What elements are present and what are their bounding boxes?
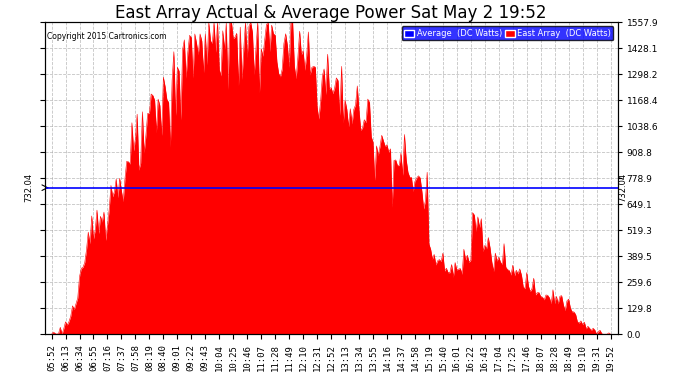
Text: 732.04: 732.04 [24,173,33,202]
Text: Copyright 2015 Cartronics.com: Copyright 2015 Cartronics.com [48,32,167,41]
Text: 732.04: 732.04 [619,173,628,202]
Title: East Array Actual & Average Power Sat May 2 19:52: East Array Actual & Average Power Sat Ma… [115,4,546,22]
Legend: Average  (DC Watts), East Array  (DC Watts): Average (DC Watts), East Array (DC Watts… [402,27,613,40]
